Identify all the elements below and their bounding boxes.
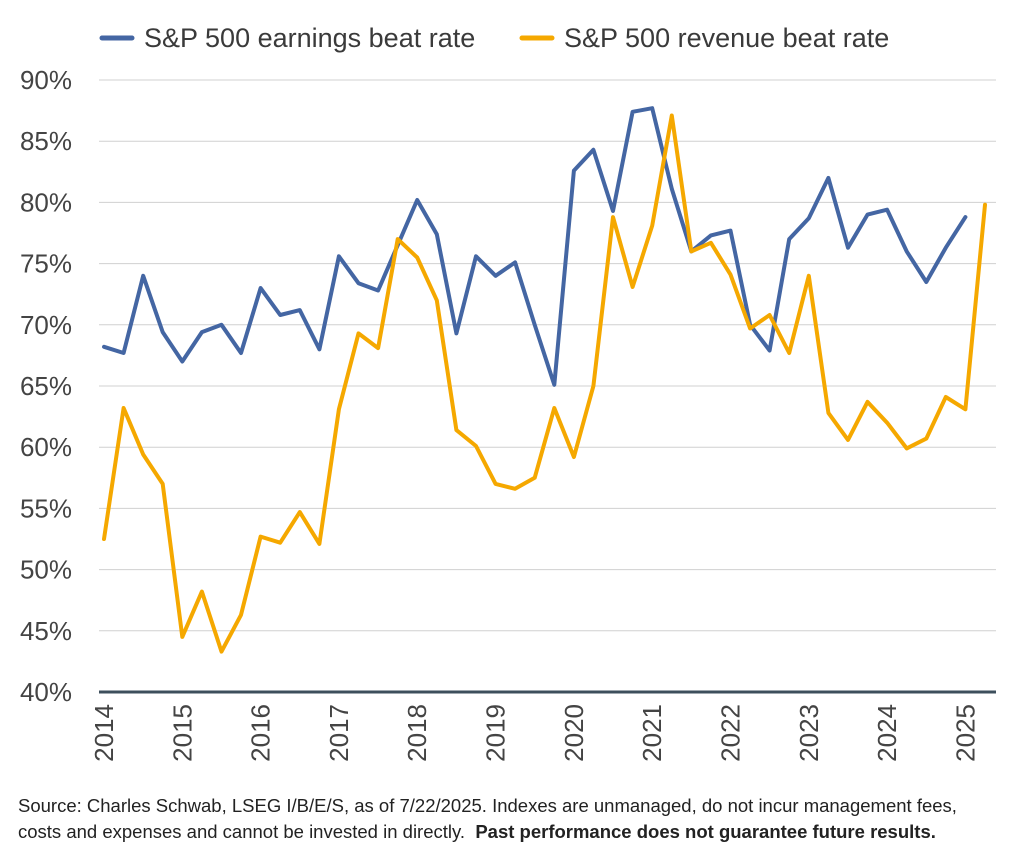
y-tick-label: 75% — [20, 249, 72, 279]
y-tick-label: 50% — [20, 555, 72, 585]
legend-item-revenue[interactable]: S&P 500 revenue beat rate — [519, 23, 889, 53]
x-tick-label: 2020 — [559, 704, 589, 762]
gridlines — [99, 79, 996, 632]
y-tick-label: 70% — [20, 310, 72, 340]
legend-label-revenue: S&P 500 revenue beat rate — [564, 23, 889, 53]
x-tick-label: 2023 — [794, 704, 824, 762]
y-tick-label: 45% — [20, 616, 72, 646]
y-tick-label: 85% — [20, 126, 72, 156]
x-tick-label: 2017 — [324, 704, 354, 762]
x-tick-label: 2021 — [637, 704, 667, 762]
x-tick-label: 2024 — [872, 704, 902, 762]
series-layer — [102, 106, 987, 654]
x-axis-ticks: 2014 2015 2016 2017 2018 2019 2020 2021 2022 2023… — [89, 704, 980, 762]
x-tick-label: 2019 — [481, 704, 511, 762]
x-tick-label: 2015 — [167, 704, 197, 762]
y-tick-label: 55% — [20, 493, 72, 523]
legend-item-earnings[interactable]: S&P 500 earnings beat rate — [99, 23, 475, 53]
x-tick-label: 2025 — [950, 704, 980, 762]
y-tick-label: 65% — [20, 371, 72, 401]
source-text: Source: Charles Schwab, LSEG I/B/E/S, as… — [18, 795, 957, 842]
series-line-revenue[interactable] — [102, 113, 987, 654]
source-footnote: Source: Charles Schwab, LSEG I/B/E/S, as… — [18, 793, 1003, 845]
y-tick-label: 60% — [20, 432, 72, 462]
x-tick-label: 2014 — [89, 704, 119, 762]
y-tick-label: 80% — [20, 187, 72, 217]
disclaimer-text: Past performance does not guarantee futu… — [475, 821, 936, 842]
y-tick-label: 40% — [20, 677, 72, 707]
y-axis-ticks: 40% 45% 50% 55% 60% 65% 70% 75% 80% 85% 90% — [20, 65, 72, 707]
legend: S&P 500 earnings beat rate S&P 500 reven… — [99, 23, 889, 53]
series-line-earnings[interactable] — [102, 106, 968, 387]
legend-label-earnings: S&P 500 earnings beat rate — [144, 23, 475, 53]
x-tick-label: 2018 — [402, 704, 432, 762]
x-tick-label: 2022 — [715, 704, 745, 762]
line-chart: S&P 500 earnings beat rate S&P 500 reven… — [20, 23, 996, 762]
x-tick-label: 2016 — [246, 704, 276, 762]
y-tick-label: 90% — [20, 65, 72, 95]
